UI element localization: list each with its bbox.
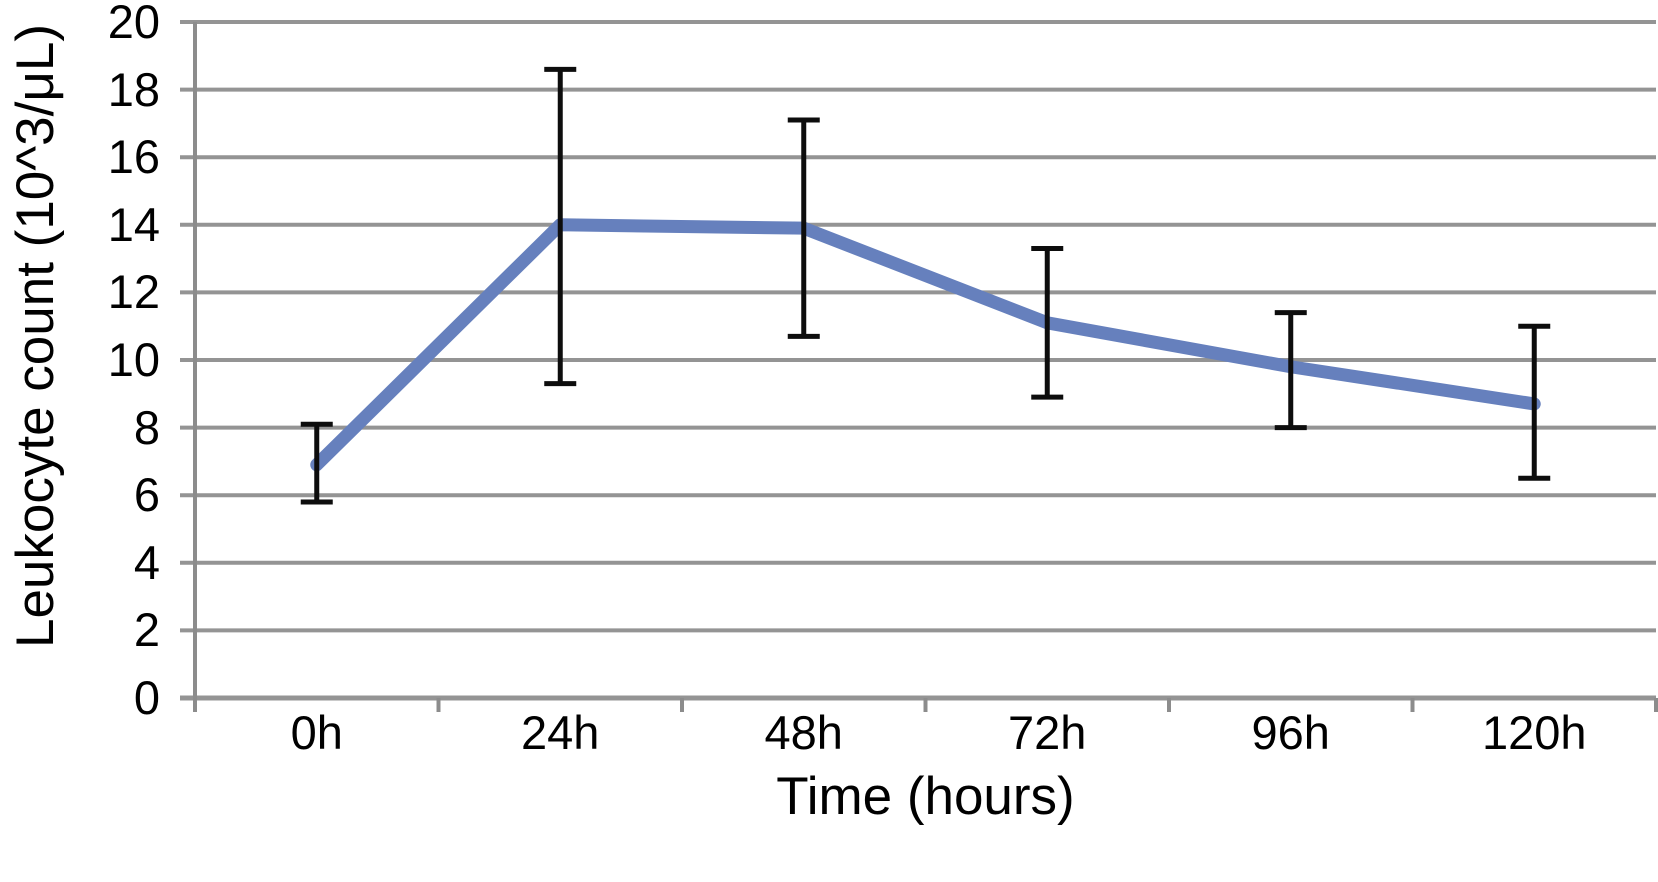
y-tick-label: 4: [133, 535, 160, 589]
x-axis-title: Time (hours): [776, 767, 1075, 826]
y-tick-label: 0: [133, 671, 160, 724]
x-tick-label: 24h: [521, 706, 600, 759]
x-tick-label: 48h: [764, 706, 843, 759]
x-tick-label: 72h: [1008, 706, 1087, 759]
y-tick-label: 20: [107, 0, 160, 48]
x-tick-label: 0h: [290, 706, 343, 759]
y-tick-label: 18: [107, 62, 160, 116]
x-tick-label: 96h: [1251, 706, 1330, 759]
y-tick-label: 16: [107, 130, 160, 184]
y-tick-label: 2: [133, 603, 160, 657]
y-tick-label: 10: [107, 333, 160, 386]
y-tick-label: 12: [107, 265, 160, 319]
y-tick-label: 14: [107, 197, 160, 251]
x-tick-label: 120h: [1481, 706, 1587, 759]
y-tick-label: 8: [133, 400, 160, 454]
y-tick-label: 6: [133, 468, 160, 522]
series-line: [310, 218, 1541, 472]
